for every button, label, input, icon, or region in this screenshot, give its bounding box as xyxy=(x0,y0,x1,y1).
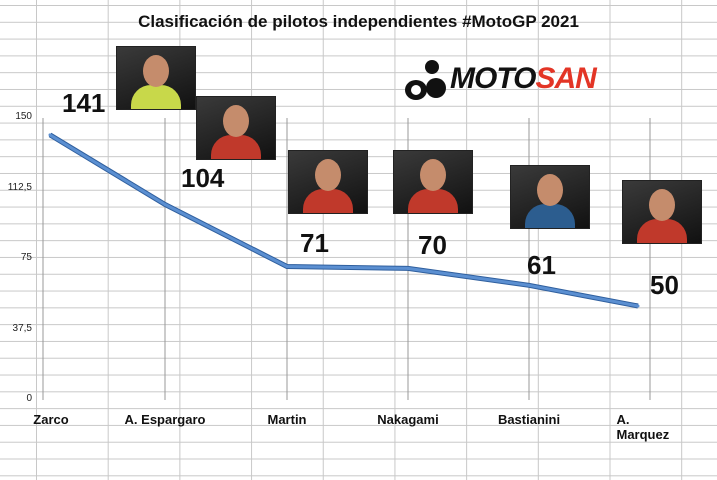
x-tick-label: Zarco xyxy=(33,412,69,427)
data-label: 61 xyxy=(527,250,556,280)
data-point xyxy=(527,283,531,287)
motorcycle-icon xyxy=(405,60,446,100)
chart-title: Clasificación de pilotos independientes … xyxy=(138,12,579,31)
x-tick-label: Martin xyxy=(267,412,307,427)
y-tick-label: 112,5 xyxy=(7,181,32,193)
y-tick-label: 0 xyxy=(26,393,32,404)
x-tick-label: A. Espargaro xyxy=(124,412,206,427)
y-tick-label: 37,5 xyxy=(12,322,32,334)
data-point xyxy=(285,265,289,269)
x-tick-label: A. Marquez xyxy=(616,412,670,442)
data-label: 141 xyxy=(62,88,106,118)
data-label: 50 xyxy=(650,270,679,300)
rider-photo xyxy=(510,165,590,229)
data-label: 104 xyxy=(181,163,225,193)
data-point xyxy=(406,266,410,270)
data-point xyxy=(636,304,640,308)
data-point xyxy=(48,133,52,137)
motosan-logo: MOTOSAN xyxy=(402,58,662,102)
rider-photo xyxy=(288,150,368,214)
rider-photo xyxy=(196,96,276,160)
rider-photo xyxy=(622,180,702,244)
x-tick-label: Nakagami xyxy=(377,412,439,427)
data-label: 70 xyxy=(418,230,447,260)
data-point xyxy=(163,202,167,206)
data-label: 71 xyxy=(300,228,329,258)
rider-photo xyxy=(116,46,196,110)
y-tick-label: 150 xyxy=(15,111,32,122)
series-line xyxy=(49,133,639,308)
rider-photo xyxy=(393,150,473,214)
y-tick-label: 75 xyxy=(20,252,32,263)
x-tick-label: Bastianini xyxy=(497,412,561,427)
